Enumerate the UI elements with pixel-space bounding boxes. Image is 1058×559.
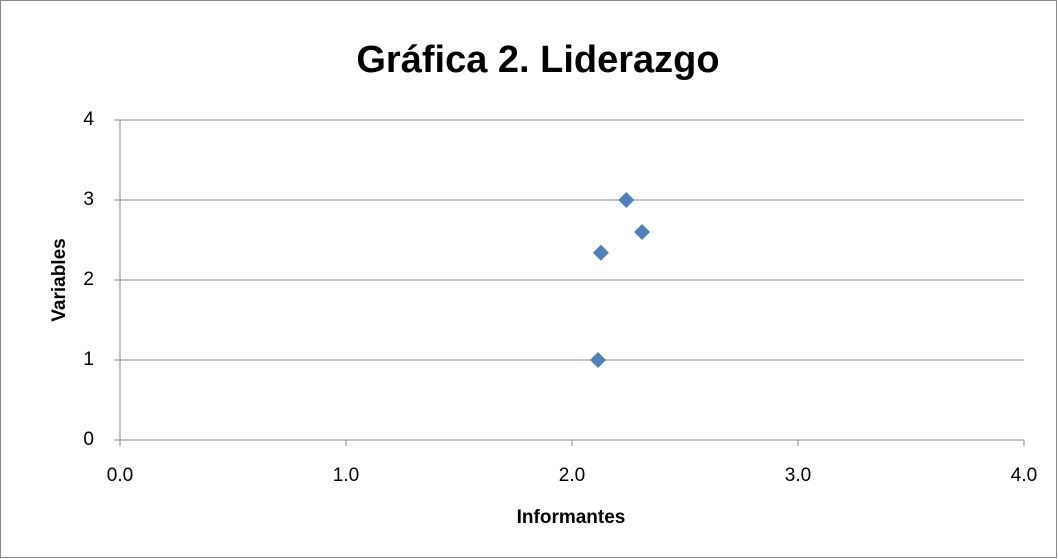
x-tick-label: 3.0 [785,465,811,486]
x-tick-label: 4.0 [1011,465,1037,486]
y-tick-label: 1 [83,349,94,370]
marker [589,352,606,368]
y-tick-label: 4 [83,109,94,130]
y-axis-title: Variables [49,238,70,321]
y-tick-label: 0 [83,429,94,450]
marker [592,244,609,261]
x-tick-label: 1.0 [333,465,359,486]
x-tick-label: 0.0 [107,465,133,486]
y-tick-label: 2 [83,269,94,290]
chart-title: Gráfica 2. Liderazgo [356,39,719,81]
x-tick-label: 2.0 [559,465,585,486]
marker [634,224,651,240]
marker [618,192,635,208]
y-tick-label: 3 [83,189,94,210]
x-axis-title: Informantes [517,507,626,528]
